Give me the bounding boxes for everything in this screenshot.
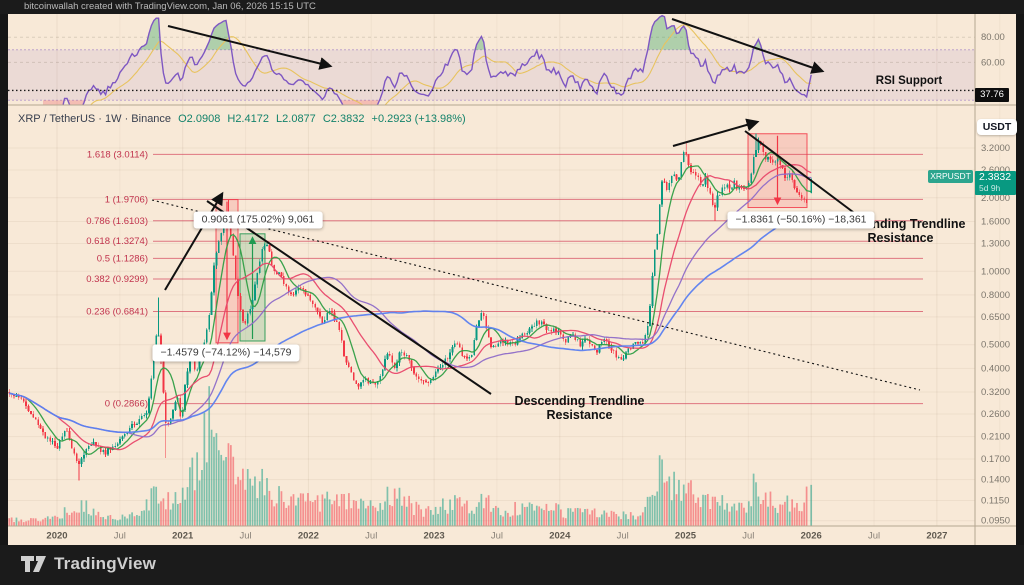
- trendline_dotted_long: [151, 199, 921, 391]
- pane-chrome: [8, 14, 1016, 545]
- moving-averages: [9, 151, 812, 455]
- attribution-text: bitcoinwallah created with TradingView.c…: [24, 1, 316, 12]
- tradingview-logo-text: TradingView: [54, 554, 157, 573]
- svg-text:2021: 2021: [172, 531, 194, 542]
- svg-text:0.382 (0.9299): 0.382 (0.9299): [86, 274, 148, 285]
- svg-text:0.2100: 0.2100: [981, 432, 1010, 443]
- ohlc-low: L2.0877: [276, 113, 316, 125]
- svg-text:0.3200: 0.3200: [981, 387, 1010, 398]
- measure-tooltip-loss-2021[interactable]: −1.4579 (−74.12%) −14,579: [152, 344, 300, 362]
- rsi_arrow_1: [167, 25, 333, 70]
- svg-text:0.618 (1.3274): 0.618 (1.3274): [86, 236, 148, 247]
- tradingview-logo-icon: [21, 556, 46, 572]
- time-axis[interactable]: 2020 Jul 2021 Jul 2022 Jul 2023 Jul 2024 Jul 2025 J…: [46, 531, 947, 542]
- trendline-drawings[interactable]: [151, 18, 921, 395]
- svg-text:0.4000: 0.4000: [981, 363, 1010, 374]
- svg-text:0.0950: 0.0950: [981, 516, 1010, 527]
- measure-tooltip-loss-2025[interactable]: −1.8361 (−50.16%) −18,361: [727, 211, 875, 229]
- svg-text:1.0000: 1.0000: [981, 266, 1010, 277]
- svg-text:2027: 2027: [926, 531, 947, 542]
- footer-bar: TradingView: [0, 545, 1024, 585]
- main-chart-svg[interactable]: 1.618 (3.0114) 1 (1.9706) 0.786 (1.6103) 0.…: [8, 14, 1016, 545]
- last-price-badge: 2.3832 5d 9h: [975, 171, 1016, 195]
- svg-text:0.236 (0.6841): 0.236 (0.6841): [86, 306, 148, 317]
- svg-text:Jul: Jul: [365, 531, 377, 542]
- svg-text:0.6500: 0.6500: [981, 312, 1010, 323]
- svg-text:1.618 (3.0114): 1.618 (3.0114): [87, 149, 148, 160]
- descending-trendline-label-left[interactable]: Descending Trendline Resistance: [514, 394, 645, 422]
- ohlc-high: H2.4172: [227, 113, 269, 125]
- svg-text:0.786 (1.6103): 0.786 (1.6103): [86, 216, 148, 227]
- symbol-price-tag: XRPUSDT: [928, 170, 973, 183]
- svg-text:Jul: Jul: [617, 531, 629, 542]
- svg-text:2.6000: 2.6000: [981, 165, 1010, 176]
- ohlc-close: C2.3832: [322, 113, 365, 125]
- trend_arrow_up_2025: [672, 118, 760, 147]
- svg-text:2025: 2025: [675, 531, 697, 542]
- svg-text:80.00: 80.00: [981, 32, 1005, 43]
- volume-bars: [8, 386, 813, 526]
- svg-text:2020: 2020: [46, 531, 67, 542]
- rsi-value-badge: 37.76: [975, 88, 1009, 102]
- symbol-header[interactable]: XRP / TetherUS · 1W · Binance O2.0908 H2…: [18, 113, 470, 125]
- price-axis[interactable]: 3.2000 2.6000 2.0000 1.6000 1.3000 1.0000 0.80…: [981, 32, 1010, 526]
- svg-text:Jul: Jul: [239, 531, 251, 542]
- tradingview-logo[interactable]: TradingView: [20, 554, 156, 574]
- ohlc-change: +0.2923 (+13.98%): [371, 113, 466, 125]
- rsi_arrow_2: [671, 18, 825, 74]
- svg-text:1.6000: 1.6000: [981, 216, 1010, 227]
- svg-text:0.1400: 0.1400: [981, 475, 1010, 486]
- last-price-value: 2.3832: [979, 171, 1012, 183]
- svg-text:3.2000: 3.2000: [981, 143, 1010, 154]
- svg-text:1 (1.9706): 1 (1.9706): [105, 194, 148, 205]
- measure-tooltip-gain[interactable]: 0.9061 (175.02%) 9,061: [193, 211, 323, 229]
- svg-text:0.8000: 0.8000: [981, 290, 1010, 301]
- rsi-indicator: [43, 14, 812, 105]
- symbol-title: XRP / TetherUS · 1W · Binance: [18, 113, 172, 125]
- svg-text:2022: 2022: [298, 531, 319, 542]
- svg-text:1.3000: 1.3000: [981, 238, 1010, 249]
- svg-text:0.2600: 0.2600: [981, 409, 1010, 420]
- svg-text:0.5000: 0.5000: [981, 340, 1010, 351]
- svg-text:2.0000: 2.0000: [981, 193, 1010, 204]
- svg-text:Jul: Jul: [491, 531, 503, 542]
- svg-text:2024: 2024: [549, 531, 571, 542]
- ohlc-open: O2.0908: [178, 113, 221, 125]
- svg-text:0.1700: 0.1700: [981, 454, 1010, 465]
- svg-text:0 (0.2866): 0 (0.2866): [105, 399, 148, 410]
- trend_arrow_up_2021: [164, 191, 224, 291]
- svg-text:0.5 (1.1286): 0.5 (1.1286): [97, 253, 148, 264]
- attribution-bar: bitcoinwallah created with TradingView.c…: [0, 0, 1024, 14]
- rsi-support-label[interactable]: RSI Support: [875, 75, 943, 87]
- trendline_down_2025: [744, 130, 858, 216]
- svg-text:60.00: 60.00: [981, 57, 1005, 68]
- svg-text:2026: 2026: [801, 531, 822, 542]
- svg-text:Jul: Jul: [114, 531, 126, 542]
- chart-frame: 1.618 (3.0114) 1 (1.9706) 0.786 (1.6103) 0.…: [8, 14, 1017, 545]
- currency-toggle-button[interactable]: USDT: [977, 119, 1017, 135]
- trendline_down_2021: [206, 200, 492, 395]
- svg-text:2023: 2023: [424, 531, 445, 542]
- bar-countdown: 5d 9h: [979, 183, 1001, 193]
- svg-text:Jul: Jul: [868, 531, 880, 542]
- svg-text:0.1150: 0.1150: [981, 495, 1009, 506]
- svg-text:Jul: Jul: [742, 531, 754, 542]
